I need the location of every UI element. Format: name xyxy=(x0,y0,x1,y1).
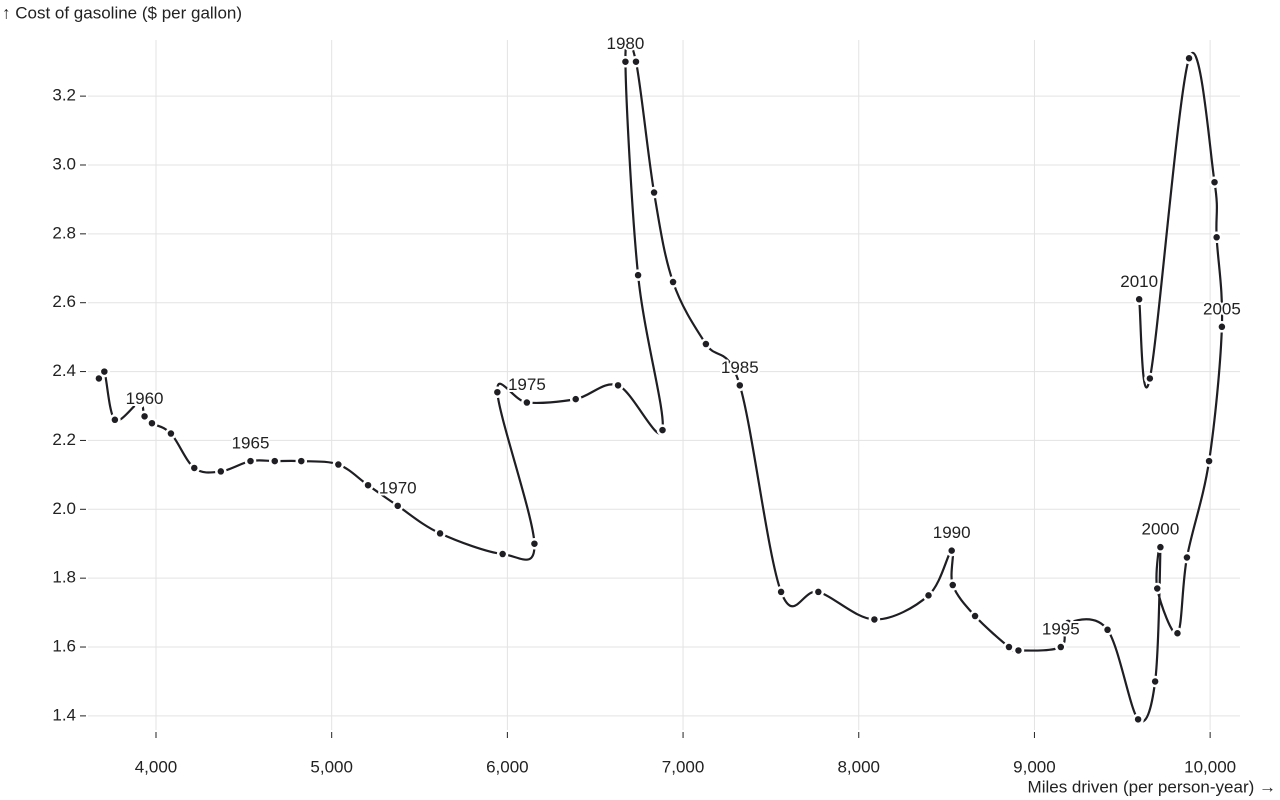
point xyxy=(1133,293,1145,306)
point-label: 1995 xyxy=(1042,620,1080,639)
point xyxy=(922,589,935,602)
point xyxy=(648,186,660,199)
point xyxy=(632,269,644,281)
point xyxy=(165,427,177,440)
point xyxy=(1151,582,1163,595)
point xyxy=(215,465,227,478)
x-tick-label: 7,000 xyxy=(662,757,705,776)
point-label: 1985 xyxy=(721,358,759,377)
point xyxy=(1062,617,1074,629)
point xyxy=(656,424,669,436)
point-label: 1980 xyxy=(607,34,645,53)
point xyxy=(133,396,146,409)
point xyxy=(1003,641,1015,653)
point xyxy=(521,396,533,409)
point xyxy=(1181,551,1193,564)
point xyxy=(109,414,121,426)
point xyxy=(1203,455,1215,467)
y-tick-label: 2.8 xyxy=(52,223,76,242)
y-tick-label: 3.2 xyxy=(52,86,76,105)
point xyxy=(667,276,679,288)
point xyxy=(295,455,308,467)
x-tick-label: 9,000 xyxy=(1013,757,1056,776)
point xyxy=(188,462,201,474)
point xyxy=(146,417,158,429)
point xyxy=(496,548,509,560)
y-axis-label: ↑ Cost of gasoline ($ per gallon) xyxy=(2,3,242,22)
point xyxy=(700,338,712,350)
point xyxy=(812,586,825,598)
point-label: 2005 xyxy=(1203,299,1241,318)
x-axis-label: Miles driven (per person-year) → xyxy=(1028,777,1276,796)
y-tick-label: 3.0 xyxy=(52,154,76,173)
point-label: 1960 xyxy=(126,389,164,408)
point xyxy=(612,379,624,392)
point xyxy=(1055,641,1067,653)
x-tick-label: 4,000 xyxy=(135,757,178,776)
point xyxy=(569,393,582,405)
point xyxy=(630,55,642,68)
point-label: 1975 xyxy=(508,375,546,394)
point xyxy=(244,455,257,467)
point xyxy=(1132,713,1144,726)
point xyxy=(946,579,959,591)
point-label: 2000 xyxy=(1141,520,1179,539)
point-label: 1990 xyxy=(933,523,971,542)
point xyxy=(1149,675,1161,688)
point-label: 1965 xyxy=(232,434,270,453)
y-tick-label: 2.0 xyxy=(52,499,76,518)
x-tick-label: 10,000 xyxy=(1184,757,1236,776)
point xyxy=(1144,372,1156,385)
point xyxy=(1154,541,1167,553)
y-tick-label: 2.6 xyxy=(52,292,76,311)
point xyxy=(528,537,541,550)
point xyxy=(491,386,504,398)
point xyxy=(362,479,374,491)
point xyxy=(1171,627,1184,639)
point xyxy=(1208,176,1221,188)
point xyxy=(138,410,151,423)
point xyxy=(391,500,404,512)
point xyxy=(1012,644,1025,657)
point xyxy=(98,365,111,378)
point xyxy=(1210,231,1223,244)
point xyxy=(269,455,281,467)
point xyxy=(619,55,632,68)
y-tick-label: 1.6 xyxy=(52,637,76,656)
point xyxy=(434,527,446,540)
y-tick-label: 1.8 xyxy=(52,568,76,587)
point xyxy=(868,613,881,626)
y-tick-label: 2.2 xyxy=(52,430,76,449)
point xyxy=(945,544,958,557)
point-label: 2010 xyxy=(1120,272,1158,291)
point-label: 1970 xyxy=(379,478,417,497)
y-tick-label: 2.4 xyxy=(52,361,76,380)
point xyxy=(969,610,981,622)
y-tick-label: 1.4 xyxy=(52,705,76,724)
point xyxy=(1101,624,1114,636)
point xyxy=(1183,52,1195,64)
x-tick-label: 8,000 xyxy=(837,757,880,776)
point xyxy=(332,458,345,471)
point xyxy=(1216,321,1228,333)
x-tick-label: 6,000 xyxy=(486,757,529,776)
point xyxy=(734,379,746,392)
point xyxy=(775,586,787,598)
x-tick-label: 5,000 xyxy=(310,757,353,776)
